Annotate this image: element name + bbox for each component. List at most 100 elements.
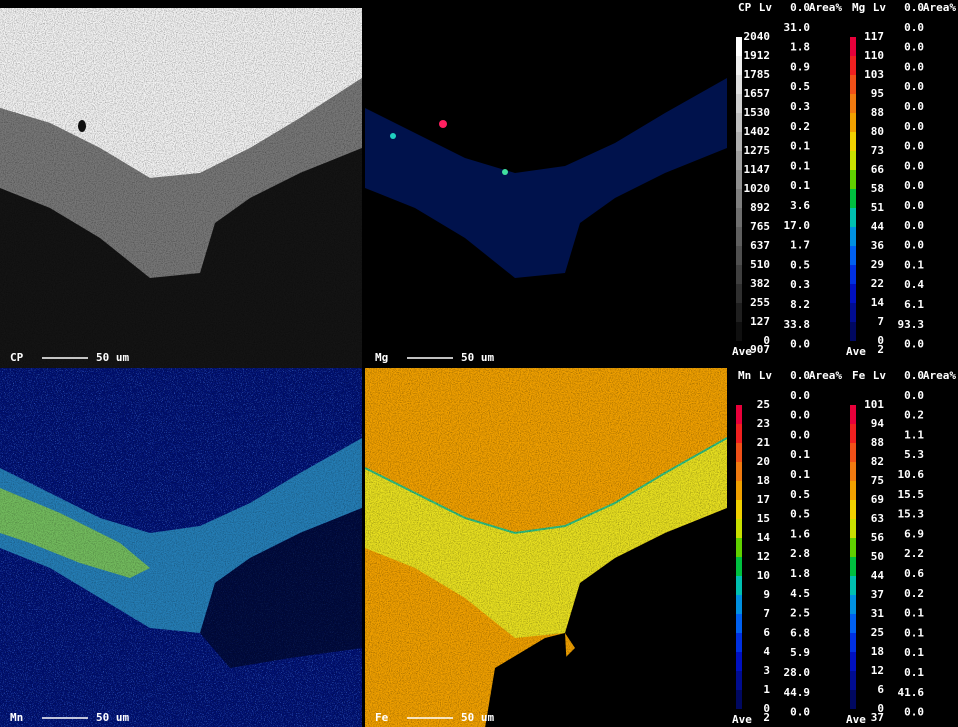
area-label: 0.4 [904,278,924,291]
level-label: 88 [871,436,884,449]
level-label: 17 [757,493,770,506]
level-label: 25 [871,626,884,639]
color-step [850,614,856,633]
area-label: 1.8 [790,41,810,54]
area-label: 15.5 [898,488,925,501]
color-step [736,557,742,576]
color-step [736,75,742,94]
ave-value: 2 [763,711,770,724]
page: {"panels": [ {"label": "CP", "scale_bar"… [0,0,958,727]
color-step [850,37,856,56]
color-step [850,208,856,227]
color-step [736,284,742,303]
level-label: 20 [757,455,770,468]
area-label: 41.6 [898,686,925,699]
level-label: 1402 [744,125,771,138]
level-label: 6 [763,626,770,639]
level-label: 14 [871,296,885,309]
color-step [850,75,856,94]
area-label: 0.5 [790,488,810,501]
color-step [736,322,742,341]
color-step [850,500,856,519]
level-label: 1785 [744,68,771,81]
ave-value: 2 [877,343,884,356]
area-header: Area% [809,369,842,382]
level-label: 110 [864,49,884,62]
area-label: 33.8 [784,318,811,331]
area-label: 0.1 [904,258,924,271]
area-label: 0.0 [904,338,924,351]
color-step [850,170,856,189]
area-header: Area% [923,369,956,382]
scale-element: Mn [738,369,751,382]
panel-label: Mn [10,711,23,724]
color-step [736,462,742,481]
area-label: 0.2 [904,409,924,422]
level-label: 44 [871,569,885,582]
area-label: 0.1 [904,646,924,659]
area-label: 5.9 [790,646,810,659]
scale-element: Fe [852,369,866,382]
area-header: Area% [923,1,956,14]
area-label: 2.2 [904,547,924,560]
area-label: 15.3 [898,508,925,521]
area-label: 0.0 [904,389,924,402]
color-step [850,322,856,341]
area-label: 2.5 [790,607,810,620]
area-label: 0.1 [790,468,810,481]
area-label: 1.6 [790,527,810,540]
level-label: 1275 [744,144,771,157]
color-step [850,481,856,500]
color-step [736,671,742,690]
color-step [736,246,742,265]
area-label: 0.2 [790,120,810,133]
color-step [850,519,856,538]
level-label: 15 [757,512,770,525]
level-label: 88 [871,106,884,119]
level-label: 3 [763,664,770,677]
area-label: 44.9 [784,686,811,699]
level-label: 94 [871,417,885,430]
area-label: 0.0 [904,140,924,153]
level-label: 1 [763,683,770,696]
level-label: 29 [871,258,884,271]
area-label: 6.9 [904,527,924,540]
area-label: 10.6 [898,468,925,481]
level-label: 10 [757,569,770,582]
level-label: 50 [871,550,884,563]
area-label: 0.0 [904,219,924,232]
color-step [850,151,856,170]
color-step [850,94,856,113]
level-label: 22 [871,277,884,290]
color-step [736,303,742,322]
scale-bar-label: 50 um [461,351,494,364]
color-step [850,265,856,284]
level-label: 637 [750,239,770,252]
color-step [736,37,742,56]
area-label: 0.0 [904,100,924,113]
ave-value: 37 [871,711,884,724]
color-step [736,614,742,633]
lv-header: Lv [759,1,773,14]
scale-bar-label: 50 um [461,711,494,724]
area-label: 0.0 [790,338,810,351]
fe-map [365,368,727,727]
area-label: 0.0 [904,21,924,34]
area-label: 0.5 [790,80,810,93]
level-label: 382 [750,277,770,290]
level-label: 73 [871,144,884,157]
level-label: 37 [871,588,884,601]
level-label: 18 [871,645,884,658]
color-step [736,151,742,170]
area-header: Area% [809,1,842,14]
level-label: 75 [871,474,884,487]
area-label: 0.2 [904,587,924,600]
area-label: 6.8 [790,626,810,639]
area-label: 0.0 [904,159,924,172]
mg-map [365,8,727,368]
color-step [850,538,856,557]
area-label: 0.6 [904,567,924,580]
level-label: 117 [864,30,884,43]
color-step [850,443,856,462]
color-step [736,189,742,208]
